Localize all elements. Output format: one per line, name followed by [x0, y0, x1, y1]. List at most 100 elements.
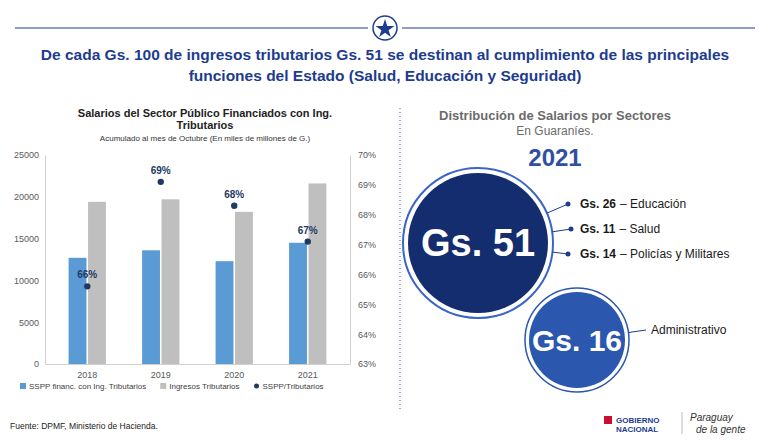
dot	[231, 203, 237, 209]
y-axis-tick-label: 10000	[14, 276, 39, 286]
y-axis-tick-label: 5000	[19, 318, 39, 328]
data-label: 68%	[224, 189, 244, 200]
sector-item: Gs. 14 – Policías y Militares	[580, 247, 729, 261]
y-axis-tick-group: 20000	[14, 192, 45, 202]
circle-main	[408, 173, 548, 313]
y2-axis-tick-label: 66%	[358, 270, 376, 280]
circle-ring	[403, 168, 553, 318]
logo-mark	[604, 416, 612, 424]
header-rule	[402, 27, 755, 28]
text-line: Tributarios	[177, 119, 234, 131]
text-line: funciones del Estado (Salud, Educación y…	[189, 67, 582, 84]
logo-text: NACIONAL	[616, 425, 658, 434]
leader-dot	[566, 252, 571, 257]
bar	[216, 261, 234, 364]
bar	[88, 202, 106, 364]
x-axis-tick-group: 2020	[224, 364, 244, 380]
x-axis-tick-label: 2020	[224, 370, 244, 380]
logo-divider	[682, 412, 683, 434]
page: De cada Gs. 100 de ingresos tributarios …	[0, 0, 770, 441]
slogan: Paraguay	[690, 412, 734, 423]
dot	[305, 238, 311, 244]
leader-dot	[566, 202, 571, 207]
y2-axis-tick-group: 66%	[350, 270, 376, 280]
sector-name: – Salud	[619, 222, 660, 236]
sector-amount: Gs. 14	[580, 247, 616, 261]
leader-line	[552, 229, 571, 232]
x-axis-tick-label: 2018	[77, 370, 97, 380]
panel-subtitle: En Guaraníes.	[516, 124, 593, 138]
dot	[158, 179, 164, 185]
y2-axis-tick-label: 68%	[358, 210, 376, 220]
data-label: 69%	[151, 165, 171, 176]
circle-secondary	[529, 292, 625, 388]
y2-axis-tick-label: 64%	[358, 330, 376, 340]
data-label: 67%	[298, 225, 318, 236]
y2-axis-tick-label: 63%	[358, 359, 376, 369]
chart-subtitle: Acumulado al mes de Octubre (En miles de…	[100, 134, 311, 143]
y-axis-tick-group: 5000	[19, 318, 45, 328]
leader-line	[547, 204, 568, 213]
leader-line	[628, 330, 646, 333]
panel-year: 2021	[528, 144, 581, 171]
x-axis-tick-label: 2019	[151, 370, 171, 380]
legend-swatch	[20, 383, 26, 389]
circle-secondary-label: Gs. 16	[532, 324, 622, 357]
x-axis-tick-group: 2021	[298, 364, 318, 380]
legend-label: SSPP financ. con Ing. Tributarios	[29, 382, 146, 391]
canvas: De cada Gs. 100 de ingresos tributarios …	[0, 0, 770, 441]
y-axis-tick-label: 0	[34, 359, 39, 369]
y2-axis-line	[350, 156, 351, 365]
dot	[84, 283, 90, 289]
y-axis-tick-group: 0	[34, 359, 45, 369]
sector-amount: Gs. 11	[580, 222, 616, 236]
header-rule	[15, 27, 368, 28]
text-line: Salarios del Sector Público Financiados …	[78, 107, 332, 119]
y2-axis-tick-group: 65%	[350, 300, 376, 310]
sector-name: – Educación	[620, 197, 686, 211]
y-axis-tick-group: 15000	[14, 234, 45, 244]
y-axis-tick-label: 20000	[14, 192, 39, 202]
sector-item: Gs. 11– Salud	[580, 222, 660, 236]
sector-item: Administrativo	[651, 323, 727, 337]
emblem-star	[376, 19, 395, 37]
chart-title: Salarios del Sector Público Financiados …	[78, 107, 332, 131]
x-axis-tick-label: 2021	[298, 370, 318, 380]
sector-amount: Gs. 26	[580, 197, 616, 211]
bar	[289, 243, 307, 364]
plot-marks	[69, 179, 327, 364]
slogan: de la gente	[696, 424, 746, 435]
y2-axis-tick-label: 70%	[358, 150, 376, 160]
y2-axis-tick-label: 69%	[358, 180, 376, 190]
y2-axis-tick-group: 67%	[350, 240, 376, 250]
emblem	[373, 16, 397, 40]
y2-axis: 63% 64% 65% 66% 67% 68% 69% 70%	[350, 150, 376, 369]
sector-name: – Policías y Militares	[620, 247, 729, 261]
y2-axis-tick-group: 68%	[350, 210, 376, 220]
y-axis-tick-label: 25000	[14, 150, 39, 160]
y2-axis-tick-group: 63%	[350, 359, 376, 369]
data-labels: 66%69%68%67%	[77, 165, 318, 281]
legend-label: SSPP/Tributarios	[263, 382, 324, 391]
x-axis-tick-group: 2019	[151, 364, 171, 380]
y-axis-tick-label: 15000	[14, 234, 39, 244]
text-line: De cada Gs. 100 de ingresos tributarios …	[41, 46, 729, 63]
x-axis-line	[46, 364, 351, 365]
bar	[142, 250, 160, 364]
logo-text: GOBIERNO	[616, 416, 660, 425]
x-axis: 2018 2019 2020 2021	[46, 364, 351, 380]
legend-swatch	[254, 384, 259, 389]
leader-dot	[569, 227, 574, 232]
y2-axis-tick-group: 69%	[350, 180, 376, 190]
y-axis-line	[45, 156, 46, 365]
divider	[399, 108, 400, 410]
y-axis-tick-group: 25000	[14, 150, 45, 160]
bar	[162, 199, 180, 364]
legend-swatch	[160, 383, 166, 389]
bar	[309, 183, 327, 364]
header-title: De cada Gs. 100 de ingresos tributarios …	[41, 46, 729, 84]
circle-ring	[525, 288, 629, 392]
x-axis-tick-group: 2018	[77, 364, 97, 380]
sector-items: Gs. 26– EducaciónGs. 11– SaludGs. 14– Po…	[547, 197, 730, 261]
sector-item: Gs. 26 – Educación	[580, 197, 686, 211]
